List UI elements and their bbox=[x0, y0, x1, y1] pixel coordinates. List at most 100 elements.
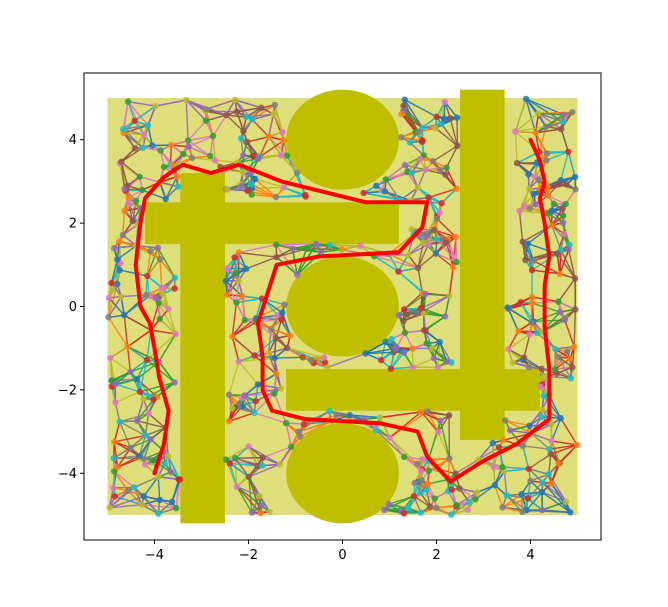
roadmap-node bbox=[450, 264, 457, 271]
x-tick-label: 4 bbox=[526, 548, 534, 563]
roadmap-node bbox=[249, 152, 257, 160]
roadmap-edge bbox=[435, 101, 446, 129]
roadmap-edge bbox=[116, 245, 137, 261]
y-axis-ticks: −4 −2 0 2 4 bbox=[58, 133, 84, 482]
roadmap-edge bbox=[225, 280, 238, 303]
roadmap-edge bbox=[146, 359, 176, 384]
roadmap-edge bbox=[447, 458, 451, 480]
roadmap-node bbox=[560, 230, 568, 238]
roadmap-edge bbox=[214, 159, 238, 164]
roadmap-node bbox=[136, 173, 143, 180]
roadmap-edge bbox=[113, 470, 129, 492]
roadmap-edge bbox=[251, 113, 274, 121]
roadmap-node bbox=[565, 148, 572, 155]
roadmap-edge bbox=[417, 244, 429, 269]
roadmap-node bbox=[254, 381, 262, 388]
roadmap-node bbox=[385, 501, 392, 508]
roadmap-node bbox=[184, 137, 192, 144]
roadmap-edge bbox=[172, 157, 193, 166]
y-tick-label: 4 bbox=[69, 133, 77, 148]
roadmap-node bbox=[147, 436, 154, 443]
roadmap-node bbox=[518, 490, 525, 498]
roadmap-edge bbox=[530, 432, 552, 442]
roadmap-edge bbox=[518, 188, 530, 212]
roadmap-edge bbox=[534, 132, 540, 153]
roadmap-edge bbox=[113, 471, 116, 497]
roadmap-node bbox=[525, 185, 533, 193]
x-tick-label: −2 bbox=[239, 548, 258, 563]
roadmap-node bbox=[116, 418, 123, 425]
roadmap-node bbox=[162, 195, 169, 203]
roadmap-node bbox=[160, 163, 168, 171]
roadmap-node bbox=[548, 480, 555, 487]
roadmap-node bbox=[235, 358, 242, 365]
roadmap-edge bbox=[456, 491, 478, 506]
roadmap-edge bbox=[503, 471, 508, 496]
roadmap-node bbox=[271, 354, 278, 362]
x-tick-label: 0 bbox=[338, 548, 346, 563]
roadmap-node bbox=[418, 477, 425, 484]
roadmap-edge bbox=[401, 113, 419, 133]
roadmap-node bbox=[114, 280, 121, 288]
roadmap-node bbox=[453, 185, 460, 192]
roadmap-node bbox=[500, 436, 507, 444]
roadmap-edge bbox=[522, 241, 533, 271]
roadmap-node bbox=[255, 155, 262, 162]
roadmap-edge bbox=[444, 295, 451, 317]
roadmap-node bbox=[149, 457, 157, 464]
roadmap-edge bbox=[404, 99, 423, 129]
roadmap-node bbox=[453, 501, 460, 509]
roadmap-node bbox=[532, 129, 539, 136]
roadmap-edge bbox=[435, 116, 458, 129]
roadmap-node bbox=[447, 115, 454, 122]
roadmap-node bbox=[562, 200, 569, 208]
roadmap-node bbox=[559, 205, 566, 212]
roadmap-edge bbox=[248, 463, 280, 478]
roadmap-node bbox=[159, 290, 166, 298]
roadmap-node bbox=[535, 110, 542, 117]
roadmap-node bbox=[420, 310, 427, 317]
roadmap-node bbox=[112, 381, 119, 388]
roadmap-node bbox=[324, 364, 331, 371]
roadmap-edge bbox=[268, 113, 275, 137]
roadmap-node bbox=[381, 188, 389, 195]
roadmap-node bbox=[419, 137, 426, 144]
roadmap-node bbox=[453, 258, 460, 266]
roadmap-edge bbox=[115, 391, 141, 404]
y-tick-label: −4 bbox=[58, 467, 77, 482]
roadmap-node bbox=[519, 508, 526, 516]
roadmap-node bbox=[519, 442, 527, 450]
roadmap-node bbox=[512, 128, 519, 135]
roadmap-node bbox=[448, 511, 455, 518]
roadmap-node bbox=[526, 331, 533, 338]
roadmap-edge bbox=[136, 244, 158, 249]
roadmap-node bbox=[124, 343, 131, 350]
roadmap-node bbox=[281, 301, 288, 308]
roadmap-node bbox=[282, 419, 290, 427]
roadmap-edge bbox=[147, 125, 153, 146]
roadmap-edge bbox=[251, 186, 284, 190]
roadmap-node bbox=[536, 375, 544, 383]
roadmap-node bbox=[233, 299, 240, 306]
roadmap-node bbox=[560, 212, 567, 220]
roadmap-node bbox=[105, 314, 112, 321]
roadmap-edge bbox=[120, 161, 126, 189]
roadmap-node bbox=[139, 144, 147, 151]
roadmap-edge bbox=[385, 164, 406, 181]
roadmap-node bbox=[491, 481, 498, 489]
roadmap-node bbox=[154, 244, 162, 252]
roadmap-node bbox=[121, 312, 128, 319]
roadmap-node bbox=[127, 368, 134, 376]
roadmap-edge bbox=[564, 319, 575, 347]
roadmap-node bbox=[417, 489, 424, 497]
roadmap-edge bbox=[155, 99, 187, 107]
roadmap-edge bbox=[527, 481, 544, 499]
roadmap-edge bbox=[136, 420, 166, 429]
roadmap-node bbox=[109, 484, 117, 491]
roadmap-node bbox=[528, 299, 536, 307]
roadmap-edge bbox=[403, 456, 422, 472]
roadmap-edge bbox=[559, 250, 562, 274]
roadmap-edge bbox=[251, 104, 276, 121]
roadmap-node bbox=[382, 176, 390, 183]
roadmap-node bbox=[165, 453, 172, 460]
